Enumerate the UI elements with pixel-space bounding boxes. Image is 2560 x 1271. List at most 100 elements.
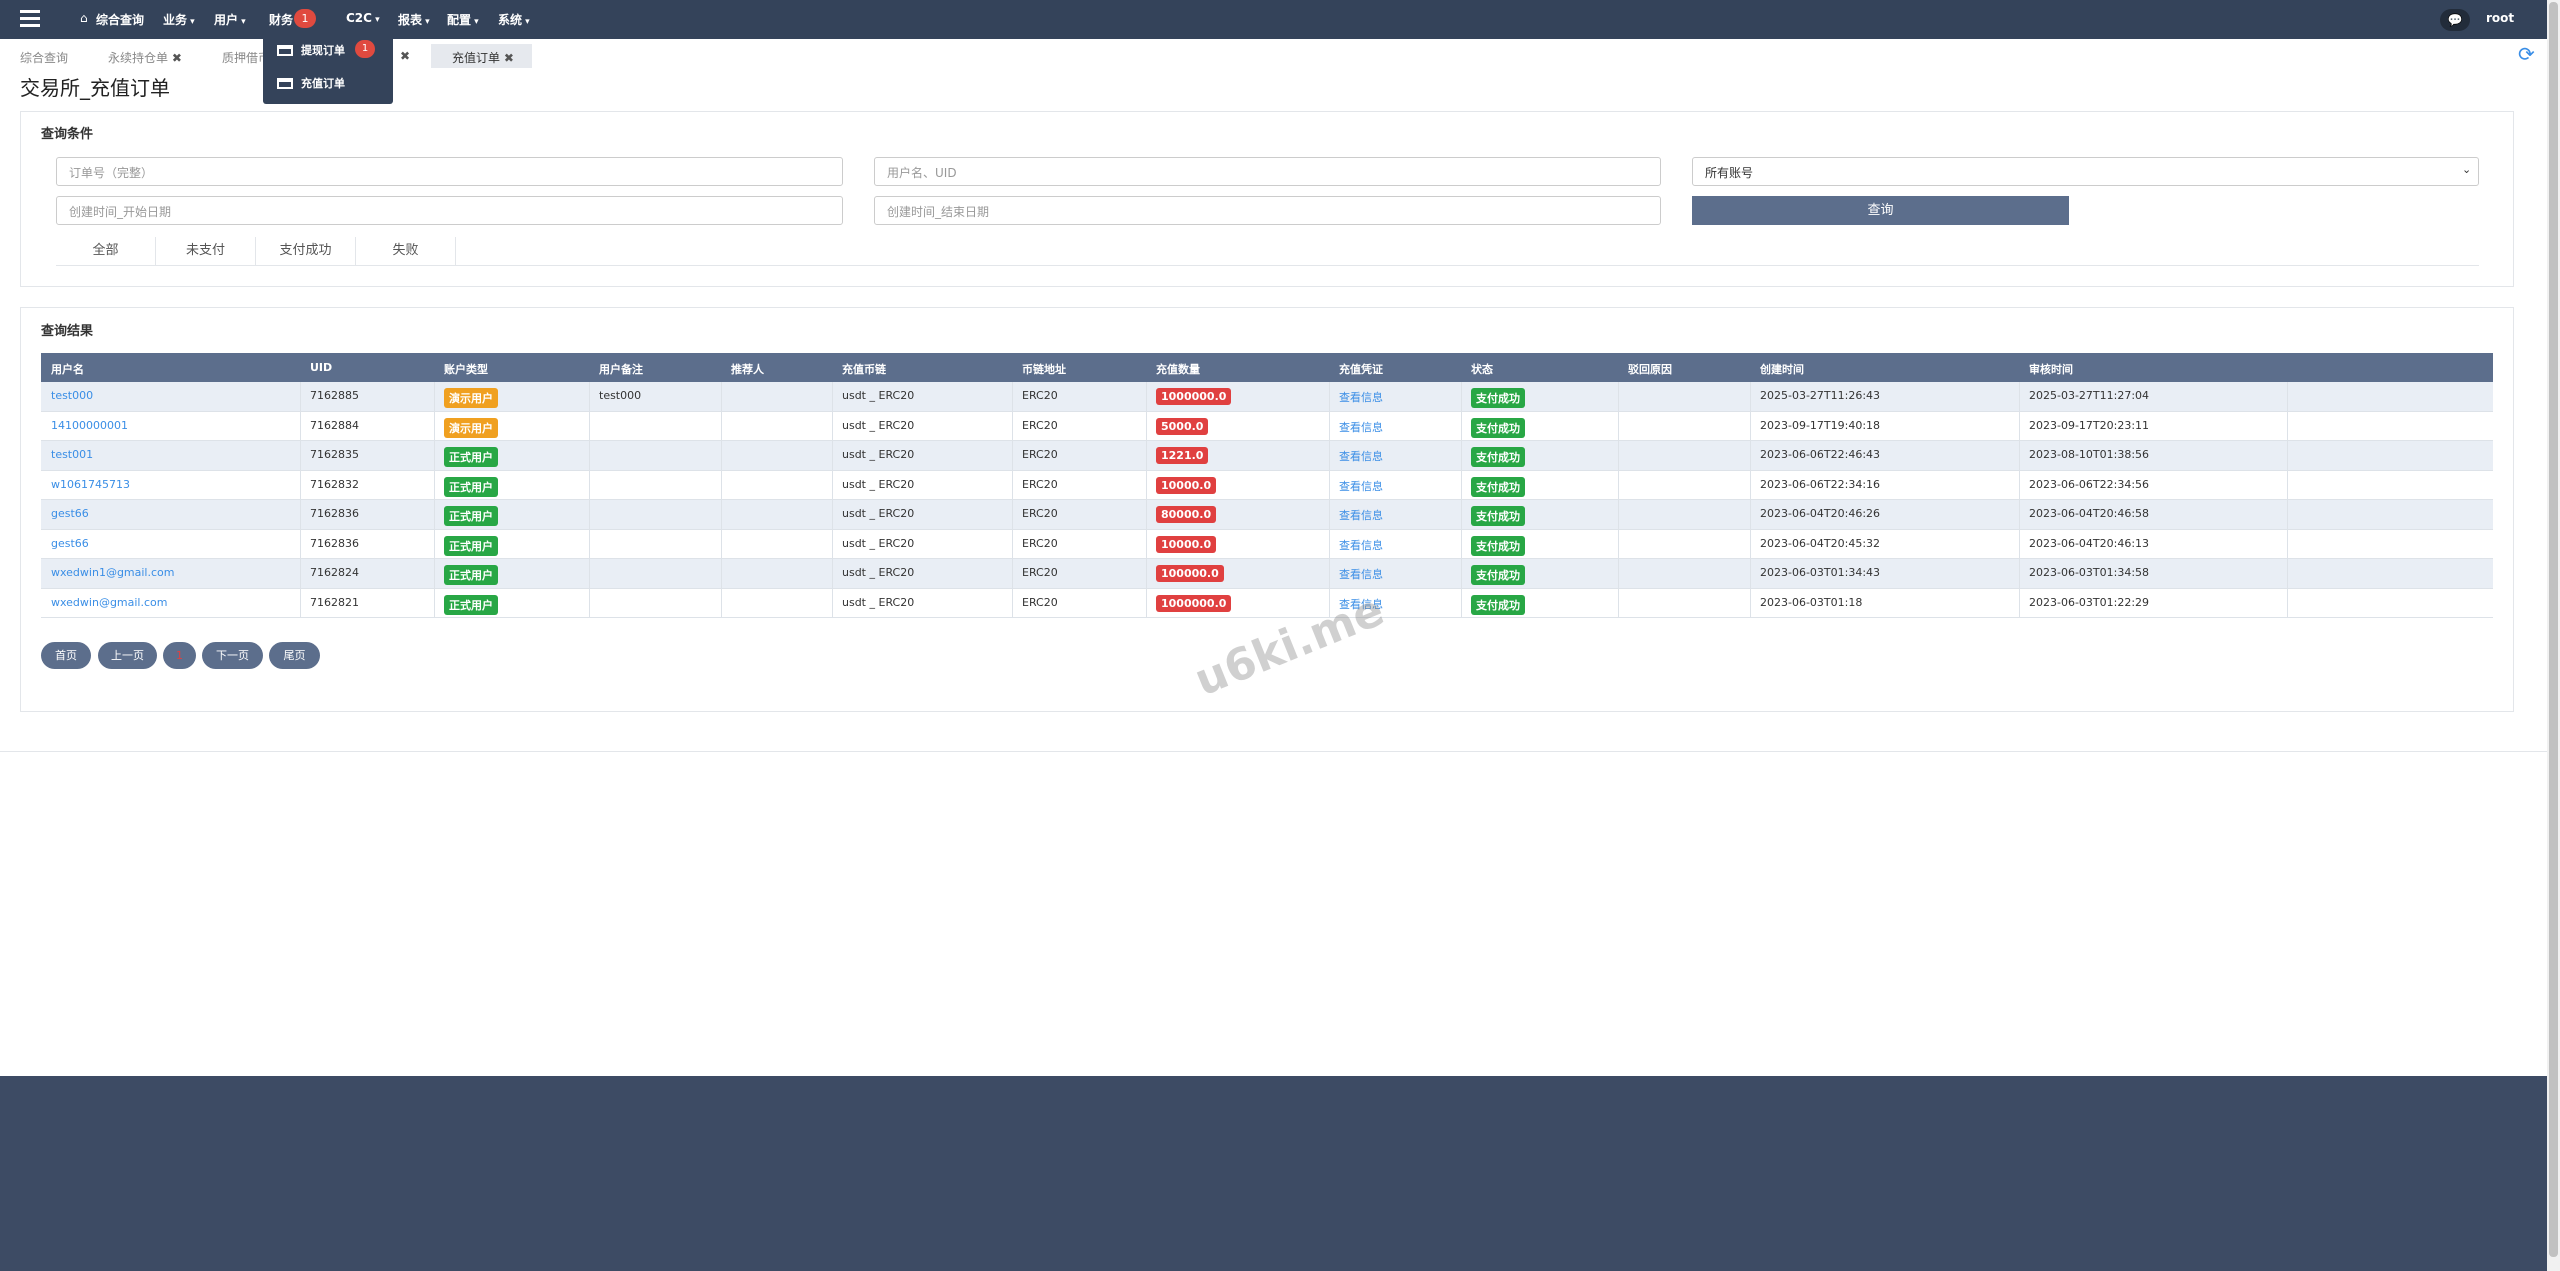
scrollbar-thumb[interactable]	[2549, 2, 2558, 1257]
cell-border	[1329, 470, 1330, 499]
cell-border	[1750, 559, 1751, 588]
cell-text: usdt _ ERC20	[842, 477, 915, 491]
proof-link[interactable]: 查看信息	[1339, 597, 1383, 611]
cell-border	[434, 382, 435, 411]
proof-link[interactable]: 查看信息	[1339, 391, 1383, 404]
cell-border	[1618, 470, 1619, 499]
cell-text: 2023-06-03T01:18	[1760, 595, 1863, 609]
cell-border	[2019, 500, 2020, 529]
cell-border	[1750, 529, 1751, 558]
nav-item[interactable]: 报表 ▾	[398, 13, 430, 27]
page-button[interactable]: 首页	[41, 642, 91, 669]
dropdown-item[interactable]: 提现订单	[301, 44, 345, 57]
nav-item[interactable]: C2C ▾	[346, 11, 380, 25]
tab[interactable]: 永续持仓单 ✖	[108, 51, 182, 65]
tab-close[interactable]: ✖	[400, 49, 411, 63]
footer	[0, 1076, 2547, 1271]
cell-text: 7162824	[310, 566, 359, 579]
dropdown-icon	[277, 45, 293, 56]
proof-link[interactable]: 查看信息	[1339, 450, 1383, 463]
user-input[interactable]: 用户名、UID	[874, 157, 1661, 186]
status-badge: 支付成功	[1471, 565, 1525, 585]
end-date-input[interactable]: 创建时间_结束日期	[874, 196, 1661, 225]
cell-border	[434, 588, 435, 617]
nav-item[interactable]: 系统 ▾	[498, 13, 530, 27]
page-button[interactable]: 上一页	[98, 642, 157, 669]
nav-user[interactable]: root	[2486, 11, 2515, 25]
page-button[interactable]: 1	[163, 642, 196, 669]
status-tab[interactable]: 支付成功	[256, 237, 356, 265]
cell-border	[2287, 588, 2288, 617]
nav-item[interactable]: 业务 ▾	[163, 13, 195, 27]
cell-border	[434, 411, 435, 440]
tab-active-bg	[431, 44, 532, 68]
table-row: w1061745713 7162832 正式用户 usdt _ ERC20 ERC20 1…	[41, 470, 2493, 500]
cell-border	[300, 411, 301, 440]
nav-item[interactable]: 综合查询	[96, 13, 145, 27]
cell-border	[832, 441, 833, 470]
cell-border	[2287, 529, 2288, 558]
cell-text: 7162884	[310, 418, 359, 432]
status-tab[interactable]: 失败	[356, 237, 456, 265]
refresh-icon[interactable]: ⟳	[2518, 42, 2535, 66]
page-button[interactable]: 尾页	[269, 642, 320, 669]
table-row: 14100000001 7162884 演示用户 usdt _ ERC20 ERC20 5…	[41, 411, 2493, 441]
proof-link[interactable]: 查看信息	[1339, 509, 1383, 522]
nav-item[interactable]: 用户 ▾	[214, 13, 246, 27]
chat-icon[interactable]: 💬	[2440, 9, 2470, 31]
cell-border	[1146, 500, 1147, 529]
user-link[interactable]: wxedwin@gmail.com	[51, 595, 168, 609]
order-input[interactable]: 订单号（完整）	[56, 157, 843, 186]
tab[interactable]: 充值订单 ✖	[452, 51, 514, 65]
cell-border	[1329, 588, 1330, 617]
page-button[interactable]: 下一页	[202, 642, 263, 669]
cell-text: 7162835	[310, 448, 359, 461]
cell-text: 7162885	[310, 389, 359, 402]
column-header: 充值币链	[842, 363, 886, 376]
amount-badge: 80000.0	[1156, 506, 1217, 523]
column-header: 审核时间	[2029, 363, 2073, 376]
nav-item[interactable]: 配置 ▾	[447, 13, 479, 27]
cell-text: ERC20	[1022, 507, 1058, 520]
table-row: wxedwin1@gmail.com 7162824 正式用户 usdt _ ERC2…	[41, 559, 2493, 589]
user-link[interactable]: gest66	[51, 507, 89, 520]
amount-badge: 10000.0	[1156, 535, 1217, 553]
cell-border	[832, 588, 833, 617]
cell-border	[721, 500, 722, 529]
cell-text: 7162836	[310, 536, 359, 550]
account-type-badge: 正式用户	[444, 506, 498, 526]
status-badge: 支付成功	[1471, 535, 1525, 556]
proof-link[interactable]: 查看信息	[1339, 420, 1383, 434]
query-button[interactable]: 查询	[1692, 196, 2069, 225]
proof-link[interactable]: 查看信息	[1339, 568, 1383, 581]
status-tab[interactable]: 全部	[56, 237, 156, 265]
panel-title: 查询结果	[41, 324, 94, 339]
dropdown-item[interactable]: 充值订单	[301, 77, 345, 90]
cell-text: 2023-06-04T20:45:32	[1760, 536, 1881, 550]
column-header: 用户名	[51, 363, 84, 376]
user-link[interactable]: w1061745713	[51, 477, 130, 491]
amount-badge: 1000000.0	[1156, 594, 1232, 612]
tab[interactable]: 综合查询	[20, 51, 69, 65]
column-header: 创建时间	[1760, 363, 1804, 376]
user-link[interactable]: test001	[51, 448, 94, 461]
cell-text: 2023-06-04T20:46:26	[1760, 507, 1881, 520]
cell-border	[2019, 411, 2020, 440]
user-link[interactable]: gest66	[51, 536, 89, 550]
start-date-input[interactable]: 创建时间_开始日期	[56, 196, 843, 225]
user-link[interactable]: wxedwin1@gmail.com	[51, 566, 175, 579]
column-header: 驳回原因	[1628, 363, 1672, 376]
cell-border	[721, 382, 722, 411]
amount-badge: 1221.0	[1156, 447, 1209, 464]
proof-link[interactable]: 查看信息	[1339, 538, 1383, 552]
account-select[interactable]: 所有账号	[1692, 157, 2479, 186]
menu-icon[interactable]	[20, 10, 40, 13]
tab[interactable]: 质押借币	[222, 51, 271, 65]
cell-border	[1146, 441, 1147, 470]
cell-border	[1750, 500, 1751, 529]
status-tab[interactable]: 未支付	[156, 237, 256, 265]
user-link[interactable]: 14100000001	[51, 418, 128, 432]
user-link[interactable]: test000	[51, 389, 94, 402]
proof-link[interactable]: 查看信息	[1339, 479, 1383, 493]
cell-border	[300, 470, 301, 499]
